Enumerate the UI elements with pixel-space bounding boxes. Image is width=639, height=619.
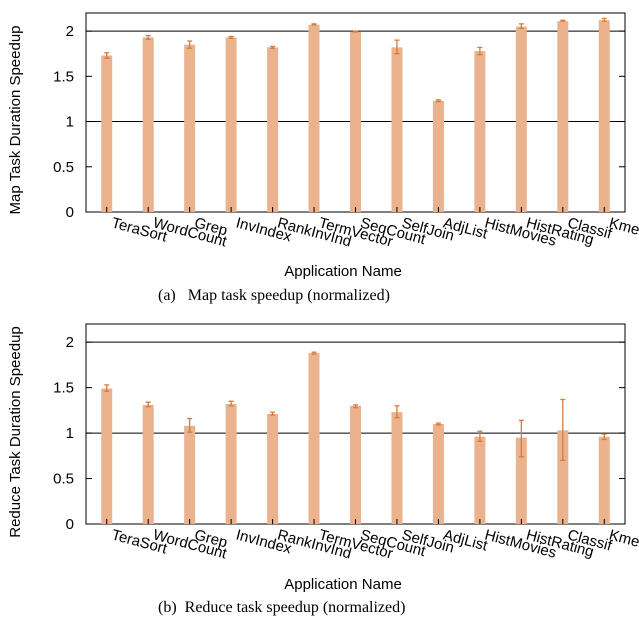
y-tick-label: 0.5 bbox=[53, 159, 74, 176]
bar bbox=[101, 388, 113, 524]
bar bbox=[184, 425, 196, 524]
y-tick-label: 0.5 bbox=[53, 471, 74, 488]
bar bbox=[557, 21, 569, 212]
bar bbox=[432, 100, 444, 212]
bar bbox=[350, 31, 361, 213]
error-bar bbox=[311, 351, 317, 355]
x-axis-label: Application Name bbox=[284, 263, 402, 280]
error-bar bbox=[187, 40, 193, 49]
error-bar bbox=[560, 19, 566, 22]
bar bbox=[308, 24, 320, 212]
error-bar bbox=[435, 99, 441, 103]
bar bbox=[350, 405, 361, 524]
error-bar bbox=[518, 23, 524, 30]
bar-series bbox=[101, 20, 610, 213]
bar bbox=[267, 414, 279, 524]
y-tick-label: 1.5 bbox=[53, 380, 74, 397]
bar bbox=[598, 20, 610, 213]
error-bar bbox=[187, 417, 193, 433]
bar bbox=[432, 424, 444, 524]
bar bbox=[142, 37, 154, 212]
error-bar bbox=[228, 400, 234, 407]
error-bar bbox=[145, 34, 151, 40]
error-bar bbox=[601, 17, 607, 22]
error-bar bbox=[601, 433, 607, 441]
y-tick-label: 0 bbox=[66, 516, 74, 533]
bar bbox=[515, 26, 527, 213]
error-bar-series bbox=[104, 17, 607, 103]
error-bar bbox=[270, 45, 276, 49]
error-bar bbox=[435, 422, 441, 426]
bar bbox=[391, 412, 403, 524]
bar bbox=[391, 47, 403, 212]
bar bbox=[515, 437, 527, 524]
x-tick-label: Kmeans bbox=[607, 214, 639, 245]
bar bbox=[267, 47, 279, 212]
x-axis-label: Application Name bbox=[284, 576, 402, 593]
error-bar bbox=[228, 35, 234, 39]
bar bbox=[142, 404, 154, 524]
bar bbox=[308, 353, 320, 524]
bar bbox=[225, 404, 237, 524]
y-tick-labels: 0 0.5 1 1.5 2 bbox=[53, 23, 625, 221]
y-axis-label: Reduce Task Duration Speedup bbox=[7, 326, 24, 538]
bar-series bbox=[101, 353, 610, 524]
y-tick-label: 1.5 bbox=[53, 68, 74, 85]
error-bar-series bbox=[104, 351, 607, 462]
y-tick-label: 0 bbox=[66, 204, 74, 221]
error-bar bbox=[353, 30, 358, 33]
y-tick-label: 1 bbox=[66, 425, 74, 442]
error-bar bbox=[353, 404, 358, 409]
error-bar bbox=[104, 384, 110, 392]
error-bar bbox=[518, 419, 524, 458]
error-bar bbox=[477, 46, 483, 56]
y-axis-label: Map Task Duration Speedup bbox=[7, 25, 24, 214]
bar bbox=[598, 436, 610, 524]
error-bar bbox=[145, 401, 151, 408]
figure-caption: (a) Map task speedup (normalized) bbox=[158, 287, 390, 304]
error-bar bbox=[394, 39, 400, 55]
y-tick-label: 1 bbox=[66, 114, 74, 131]
y-tick-label: 2 bbox=[66, 334, 74, 351]
bar bbox=[474, 436, 486, 524]
bar bbox=[101, 55, 113, 212]
bar bbox=[557, 430, 569, 524]
error-bar bbox=[477, 430, 483, 442]
y-tick-labels: 0 0.5 1 1.5 2 bbox=[53, 334, 625, 533]
y-tick-label: 2 bbox=[66, 23, 74, 40]
bar bbox=[184, 44, 196, 213]
error-bar bbox=[270, 411, 276, 416]
error-bar bbox=[311, 23, 317, 26]
bar bbox=[474, 50, 486, 213]
bar bbox=[225, 37, 237, 212]
error-bar bbox=[394, 405, 400, 419]
error-bar bbox=[560, 398, 566, 462]
x-tick-label: Kmeans bbox=[607, 526, 639, 557]
figure-caption: (b) Reduce task speedup (normalized) bbox=[158, 599, 405, 616]
error-bar bbox=[104, 52, 110, 59]
